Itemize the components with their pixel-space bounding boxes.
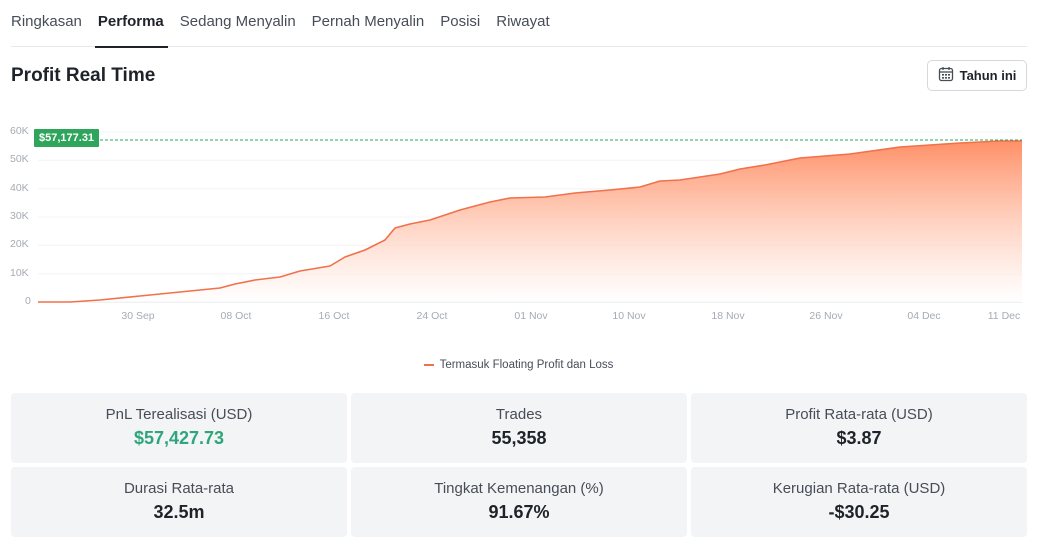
chart-legend[interactable]: Termasuk Floating Profit dan Loss [0,359,1037,371]
x-tick: 01 Nov [514,310,548,322]
profit-area [38,141,1022,302]
y-tick-20k: 20K [10,238,29,250]
tab-ringkasan[interactable]: Ringkasan [11,13,82,30]
tab-riwayat[interactable]: Riwayat [496,13,550,30]
stat-label: Profit Rata-rata (USD) [785,406,933,423]
legend-swatch [423,364,434,366]
x-tick: 04 Dec [907,310,941,322]
x-tick: 08 Oct [220,310,252,322]
stat-avg-profit: Profit Rata-rata (USD) $3.87 [691,393,1027,463]
tab-pernah-menyalin[interactable]: Pernah Menyalin [311,13,425,30]
stat-win-rate: Tingkat Kemenangan (%) 91.67% [351,467,687,537]
stat-label: PnL Terealisasi (USD) [105,406,253,423]
tab-posisi[interactable]: Posisi [440,13,481,30]
x-tick: 16 Oct [318,310,350,322]
date-range-button[interactable]: Tahun ini [927,60,1027,91]
y-tick-10k: 10K [10,267,29,279]
y-tick-0: 0 [25,295,31,307]
legend-label: Termasuk Floating Profit dan Loss [439,359,614,371]
stat-value: 55,358 [491,428,547,448]
x-tick: 30 Sep [121,310,155,322]
stat-value: $57,427.73 [133,428,225,448]
stat-value: 32.5m [153,502,205,522]
x-tick: 10 Nov [612,310,646,322]
chart-plot [38,131,1022,303]
stat-label: Durasi Rata-rata [123,480,235,497]
calendar-icon [938,66,954,85]
tab-bar: Ringkasan Performa Sedang Menyalin Perna… [11,0,1027,48]
profit-chart: 60K 50K 40K 30K 20K 10K 0 $57,177.31 30 … [0,115,1037,335]
profit-line [38,140,1022,303]
y-tick-50k: 50K [10,153,29,165]
y-tick-60k: 60K [10,125,29,137]
stat-avg-loss: Kerugian Rata-rata (USD) -$30.25 [691,467,1027,537]
stat-value: $3.87 [836,428,882,448]
x-tick: 26 Nov [809,310,843,322]
x-tick: 18 Nov [711,310,745,322]
section-title: Profit Real Time [11,65,156,86]
stats-grid: PnL Terealisasi (USD) $57,427.73 Trades … [11,393,1027,537]
stat-label: Trades [495,406,543,423]
stat-value: 91.67% [488,502,550,522]
tab-performa[interactable]: Performa [94,0,168,48]
stat-trades: Trades 55,358 [351,393,687,463]
stat-avg-duration: Durasi Rata-rata 32.5m [11,467,347,537]
stat-label: Tingkat Kemenangan (%) [434,480,604,497]
current-value-tag: $57,177.31 [34,129,100,147]
stat-label: Kerugian Rata-rata (USD) [772,480,946,497]
date-range-label: Tahun ini [959,68,1017,83]
stat-realized-pnl: PnL Terealisasi (USD) $57,427.73 [11,393,347,463]
tab-sedang-menyalin[interactable]: Sedang Menyalin [179,13,296,30]
stat-value: -$30.25 [828,502,890,522]
y-tick-30k: 30K [10,210,29,222]
y-tick-40k: 40K [10,182,29,194]
x-tick: 24 Oct [416,310,448,322]
x-tick: 11 Dec [987,310,1021,322]
